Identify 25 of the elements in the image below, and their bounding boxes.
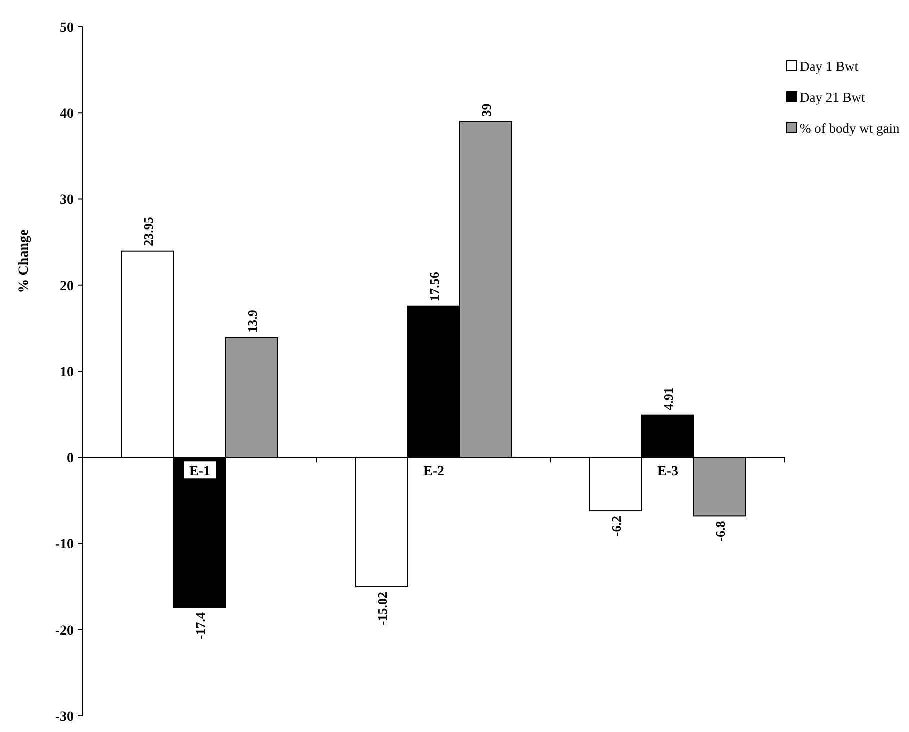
- legend-label: Day 21 Bwt: [800, 90, 866, 105]
- x-tick-label: E-1: [190, 464, 210, 480]
- data-label: -17.4: [193, 612, 208, 640]
- y-axis-title: % Change: [17, 230, 32, 294]
- data-label: 39: [479, 103, 494, 117]
- legend-label: Day 1 Bwt: [800, 59, 859, 74]
- x-tick-label: E-3: [658, 464, 678, 480]
- y-tick-label: 20: [60, 279, 74, 294]
- y-tick-label: 30: [60, 193, 74, 208]
- y-tick-label: -20: [55, 624, 74, 639]
- data-label: -6.2: [609, 516, 624, 537]
- y-tick-label: -10: [55, 538, 74, 553]
- y-tick-label: 10: [60, 365, 74, 380]
- data-label: 4.91: [661, 388, 676, 410]
- y-tick-label: 50: [60, 20, 74, 36]
- y-tick-label: 40: [60, 107, 74, 122]
- x-tick-label: E-2: [424, 464, 444, 480]
- legend-label: % of body wt gain: [800, 121, 900, 136]
- data-label: 23.95: [141, 216, 156, 246]
- y-tick-label: 0: [67, 452, 74, 467]
- data-label: -15.02: [375, 592, 390, 626]
- y-tick-label: -30: [55, 710, 74, 725]
- data-label: 13.9: [245, 310, 260, 333]
- data-label: 17.56: [427, 272, 442, 302]
- data-label: -6.8: [713, 520, 728, 542]
